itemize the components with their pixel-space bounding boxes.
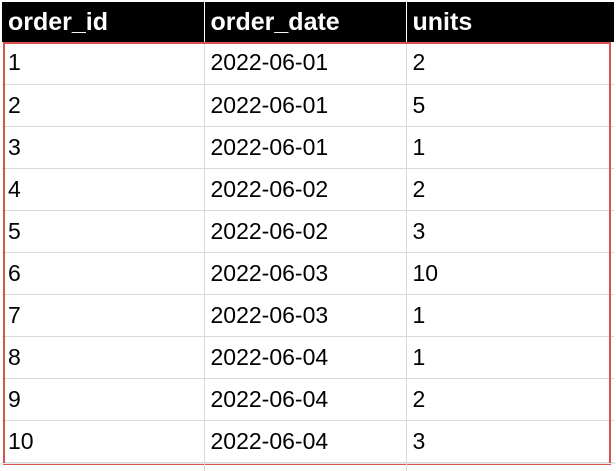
data-table: order_id order_date units 1 2022-06-01 2…	[2, 2, 614, 463]
table-row: 4 2022-06-02 2	[2, 168, 614, 211]
cell-order-id[interactable]: 10	[2, 420, 205, 463]
header-row: order_id order_date units	[2, 2, 614, 42]
table-row: 8 2022-06-04 1	[2, 336, 614, 379]
cell-order-id[interactable]: 2	[2, 84, 205, 127]
cell-units[interactable]: 1	[406, 294, 614, 337]
cell-order-date[interactable]: 2022-06-04	[204, 378, 407, 421]
cell-order-date[interactable]: 2022-06-01	[204, 126, 407, 169]
cell-order-id[interactable]: 6	[2, 252, 205, 295]
cell-units[interactable]: 2	[406, 378, 614, 421]
cell-units[interactable]: 5	[406, 84, 614, 127]
empty-row	[0, 463, 616, 471]
cell-units[interactable]: 2	[406, 168, 614, 211]
column-header-order-date[interactable]: order_date	[204, 2, 407, 42]
cell-units[interactable]: 2	[406, 42, 614, 85]
cell-order-date[interactable]: 2022-06-01	[204, 84, 407, 127]
cell-order-id[interactable]: 5	[2, 210, 205, 253]
table-row: 10 2022-06-04 3	[2, 420, 614, 463]
cell-order-id[interactable]: 3	[2, 126, 205, 169]
cell-units[interactable]: 1	[406, 126, 614, 169]
table-row: 9 2022-06-04 2	[2, 378, 614, 421]
table-row: 3 2022-06-01 1	[2, 126, 614, 169]
cell-order-date[interactable]: 2022-06-03	[204, 252, 407, 295]
cell-order-date[interactable]: 2022-06-01	[204, 42, 407, 85]
cell-order-id[interactable]: 9	[2, 378, 205, 421]
cell-order-date[interactable]: 2022-06-04	[204, 336, 407, 379]
cell-order-date[interactable]: 2022-06-02	[204, 168, 407, 211]
cell-order-id[interactable]: 4	[2, 168, 205, 211]
cell-order-date[interactable]: 2022-06-03	[204, 294, 407, 337]
cell-order-date[interactable]: 2022-06-02	[204, 210, 407, 253]
cell-units[interactable]: 1	[406, 336, 614, 379]
column-divider	[406, 464, 407, 471]
table-row: 2 2022-06-01 5	[2, 84, 614, 127]
table-row: 7 2022-06-03 1	[2, 294, 614, 337]
cell-order-id[interactable]: 8	[2, 336, 205, 379]
cell-units[interactable]: 10	[406, 252, 614, 295]
column-header-order-id[interactable]: order_id	[2, 2, 205, 42]
cell-units[interactable]: 3	[406, 420, 614, 463]
cell-order-date[interactable]: 2022-06-04	[204, 420, 407, 463]
cell-order-id[interactable]: 7	[2, 294, 205, 337]
table-row: 1 2022-06-01 2	[2, 42, 614, 85]
cell-order-id[interactable]: 1	[2, 42, 205, 85]
cell-units[interactable]: 3	[406, 210, 614, 253]
column-divider	[204, 464, 205, 471]
table-row: 5 2022-06-02 3	[2, 210, 614, 253]
column-header-units[interactable]: units	[412, 7, 473, 36]
table-row: 6 2022-06-03 10	[2, 252, 614, 295]
